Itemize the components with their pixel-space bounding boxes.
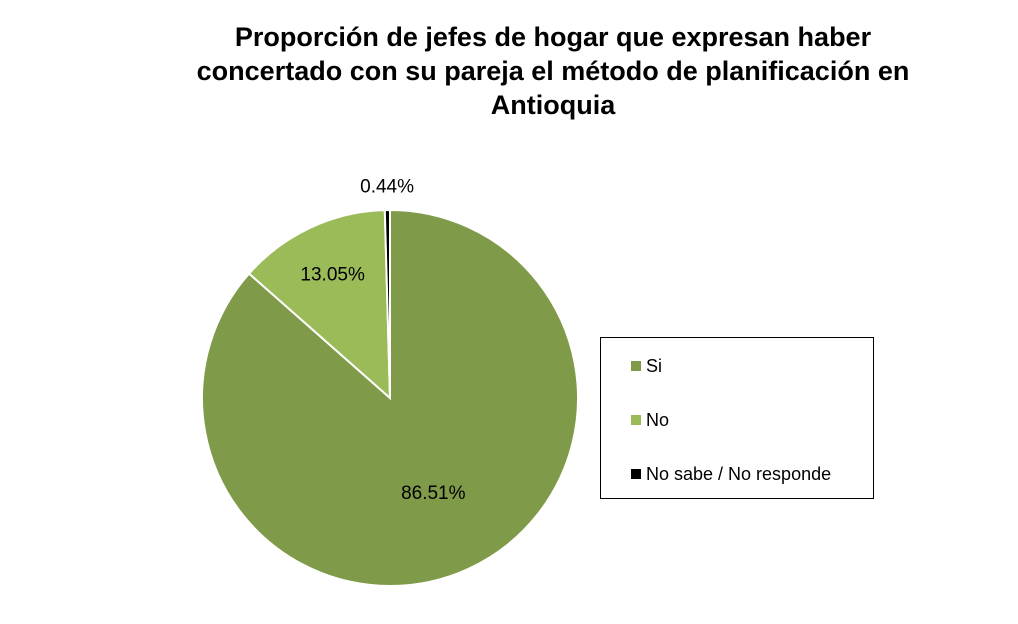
legend-item-si: Si bbox=[631, 355, 662, 377]
legend-label-no: No bbox=[646, 409, 670, 430]
data-label-si: 86.51% bbox=[401, 483, 466, 504]
chart-title-line-2: concertado con su pareja el método de pl… bbox=[196, 56, 910, 86]
legend-label-si: Si bbox=[646, 355, 663, 376]
pie-slices bbox=[201, 208, 579, 587]
pie-data-labels: 86.51% 13.05% 0.44% bbox=[300, 176, 465, 504]
pie-slice-no-sabe bbox=[383, 208, 391, 399]
legend-swatch-no-sabe bbox=[631, 469, 641, 479]
data-label-no-sabe: 0.44% bbox=[360, 176, 414, 197]
legend-swatch-no bbox=[631, 415, 641, 425]
data-label-no: 13.05% bbox=[300, 264, 365, 285]
legend-item-no-sabe: No sabe / No responde bbox=[631, 463, 831, 485]
legend: Si No No sabe / No responde bbox=[600, 337, 874, 499]
pie-slice-no bbox=[247, 209, 392, 401]
legend-item-no: No bbox=[631, 409, 669, 431]
chart-title-line-3: Antioquia bbox=[490, 90, 616, 120]
chart-title-line-1: Proporción de jefes de hogar que expresa… bbox=[234, 22, 872, 52]
legend-swatch-si bbox=[631, 361, 641, 371]
legend-label-no-sabe: No sabe / No responde bbox=[646, 463, 832, 484]
chart-title: Proporción de jefes de hogar que expresa… bbox=[150, 20, 956, 122]
